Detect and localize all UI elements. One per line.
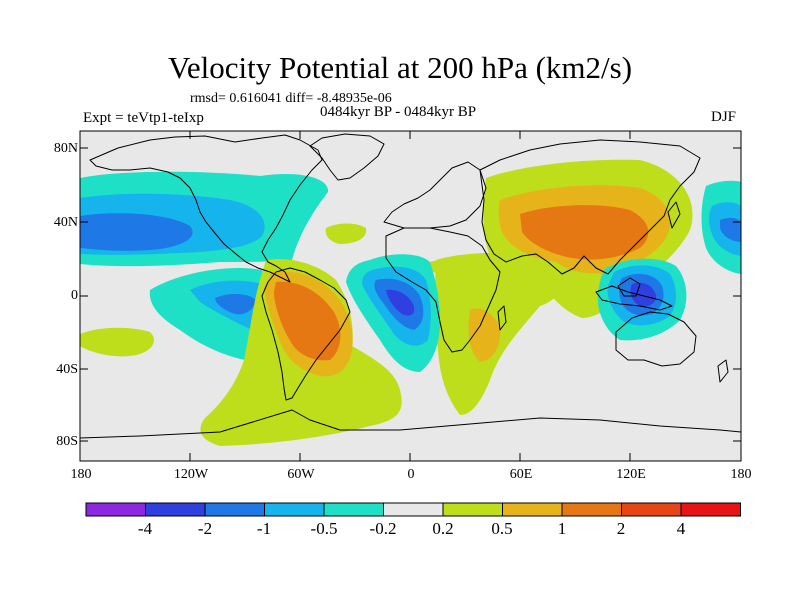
contour-region-south-america-positive: [200, 258, 402, 446]
colorbar-label: -0.5: [310, 519, 338, 538]
contour-level: [520, 205, 649, 260]
coastline-greenland: [309, 133, 385, 181]
figure-title: Velocity Potential at 200 hPa (km2/s): [167, 50, 633, 85]
velocity-potential-fill: [80, 159, 741, 446]
lon-label: 180: [730, 467, 752, 482]
contour-level: [630, 282, 656, 307]
contour-region-africa-indian-positive: [435, 252, 564, 415]
colorbar-label: -4: [137, 519, 153, 538]
colorbar-box: [383, 502, 444, 517]
colorbar-box: [264, 502, 325, 517]
colorbar-box: [680, 502, 741, 517]
contour-fields: [80, 133, 741, 446]
contour-level: [720, 217, 741, 242]
experiment-label: Expt = teVtp1-teIxp: [83, 110, 204, 126]
contour-level: [274, 281, 341, 361]
coastline-africa: [385, 227, 501, 353]
lon-label: 120E: [616, 467, 646, 482]
contour-region-east-pacific-negative: [149, 268, 269, 362]
coastline-north-america: [89, 134, 323, 283]
coastline-antarctica: [80, 409, 741, 439]
coastline-new-zealand: [717, 359, 729, 383]
period-label: 0484kyr BP - 0484kyr BP: [320, 104, 477, 120]
colorbar-box: [442, 502, 503, 517]
lat-label: 0: [71, 288, 78, 303]
contour-level: [325, 223, 367, 244]
lon-label: 60W: [287, 467, 315, 482]
colorbar-label: 2: [616, 519, 626, 538]
lon-label: 0: [407, 467, 415, 482]
lat-label: 40N: [53, 215, 78, 230]
colorbar-box: [621, 502, 682, 517]
lat-label: 80N: [53, 141, 78, 156]
lon-label: 60E: [509, 467, 533, 482]
colorbar-box: [323, 502, 384, 517]
colorbar-label: 0.2: [432, 519, 454, 538]
coastline-madagascar: [497, 305, 507, 331]
coastline-south-america: [261, 267, 351, 401]
coastline-australia: [615, 311, 697, 367]
contour-region-south-pacific-positive: [80, 327, 154, 357]
contour-level: [386, 289, 415, 316]
coastline-indonesia: [595, 285, 673, 311]
axis-ticks: [79, 131, 742, 461]
colorbar-box: [561, 502, 622, 517]
lat-label: 80S: [56, 434, 78, 449]
colorbar-box: [204, 502, 265, 517]
season-label: DJF: [711, 109, 737, 125]
coastline-europe: [383, 161, 487, 229]
coastline-borneo: [617, 277, 641, 297]
colorbar-box: [145, 502, 206, 517]
colorbar-label: 0.5: [491, 519, 513, 538]
colorbar-label: 1: [557, 519, 567, 538]
contour-level: [468, 308, 501, 362]
colorbar: [85, 502, 741, 517]
contour-region-dateline-negative: [701, 180, 741, 274]
contour-level: [80, 327, 154, 357]
contour-region-north-atlantic-positive: [325, 223, 367, 244]
lon-label: 120W: [173, 467, 209, 482]
coastline-japan: [667, 201, 681, 229]
lat-label: 40S: [56, 362, 78, 377]
rmsd-stats: rmsd= 0.616041 diff= -8.48935e-06: [190, 91, 392, 106]
contour-level: [215, 294, 256, 315]
lon-label: 180: [70, 467, 92, 482]
coastlines: [80, 133, 741, 439]
colorbar-label: -1: [256, 519, 272, 538]
colorbar-label: 4: [676, 519, 686, 538]
colorbar-box: [85, 502, 146, 517]
colorbar-box: [502, 502, 563, 517]
coastline-asia: [479, 139, 701, 275]
contour-level: [80, 213, 193, 251]
contour-region-atlantic-africa-negative: [346, 254, 440, 372]
colorbar-label: -2: [197, 519, 213, 538]
colorbar-label: -0.2: [369, 519, 397, 538]
